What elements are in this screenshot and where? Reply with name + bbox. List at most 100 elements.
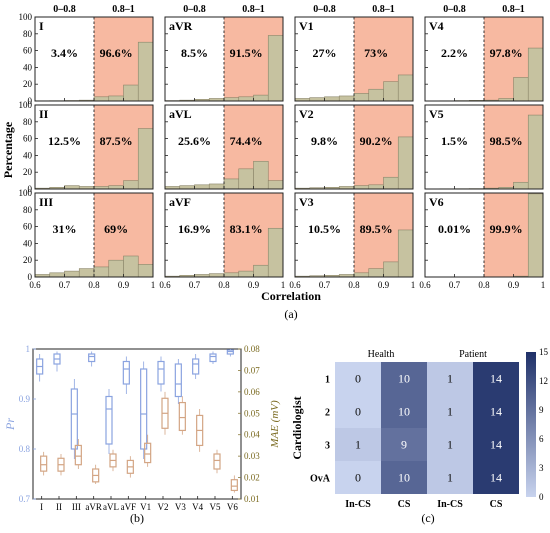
histogram-bar — [224, 98, 239, 101]
y-tick-label: 100 — [19, 100, 33, 110]
x-tick-label: V2 — [158, 502, 169, 512]
low-percentage: 31% — [53, 222, 77, 236]
plot-frame — [33, 349, 241, 499]
low-percentage: 1.5% — [441, 134, 468, 148]
histogram-bar — [109, 186, 124, 189]
x-tick-label: 1 — [151, 280, 156, 290]
lead-name: III — [39, 195, 53, 209]
colorbar-tick-label: 3 — [539, 463, 544, 473]
colorbar-tick-label: 0 — [539, 492, 544, 502]
panel-label-a: (a) — [284, 307, 297, 321]
histogram-bar — [109, 96, 124, 101]
histogram-bar — [369, 185, 384, 189]
x-tick-label: 0.8 — [88, 280, 100, 290]
histogram-bar — [268, 181, 283, 189]
right-tick-label: 0.02 — [244, 473, 260, 483]
x-tick-label: II — [56, 502, 62, 512]
histogram-bar — [514, 77, 529, 101]
row-label: 1 — [325, 375, 330, 386]
histogram-bar — [528, 115, 543, 189]
low-percentage: 2.2% — [441, 46, 468, 60]
cell-value: 9 — [401, 438, 407, 452]
histogram-bar — [398, 75, 413, 101]
x-tick-label: 0.9 — [118, 280, 130, 290]
panel-label-b: (b) — [130, 511, 144, 525]
cell-value: 10 — [398, 405, 410, 419]
right-tick-label: 0.03 — [244, 451, 260, 461]
low-percentage: 10.5% — [308, 222, 341, 236]
low-percentage: 8.5% — [181, 46, 208, 60]
lead-panel-V2: V29.8%90.2% — [295, 105, 413, 189]
histogram-bar — [109, 260, 124, 277]
histogram-bar — [254, 161, 269, 189]
histogram-bar — [50, 273, 65, 277]
column-group-label: Patient — [459, 349, 487, 360]
lead-name: V5 — [429, 107, 444, 121]
cell-value: 1 — [447, 438, 453, 452]
right-tick-label: 0.06 — [244, 387, 260, 397]
lead-panel-V4: V42.2%97.8% — [425, 17, 543, 101]
y-tick-label: 20 — [23, 255, 33, 265]
histogram-bar — [384, 262, 399, 277]
low-percentage: 27% — [313, 46, 337, 60]
range-header-high: 0.8–1 — [242, 4, 265, 15]
y-tick-label: 40 — [23, 62, 33, 72]
panel-label-c: (c) — [421, 511, 434, 525]
x-tick-label: 0.6 — [159, 280, 171, 290]
histogram-bar — [94, 97, 109, 101]
column-label: In-CS — [437, 499, 463, 510]
histogram-bar — [79, 269, 94, 277]
range-header-high: 0.8–1 — [112, 4, 135, 15]
histogram-bar — [138, 129, 153, 189]
range-header-high: 0.8–1 — [502, 4, 525, 15]
y-tick-label: 40 — [23, 150, 33, 160]
x-tick-label: 0.7 — [59, 280, 71, 290]
y-tick-label: 60 — [23, 46, 33, 56]
y-tick-label: 0 — [28, 272, 33, 282]
histogram-bar — [384, 82, 399, 101]
range-header-low: 0–0.8 — [183, 4, 206, 15]
histogram-bar — [239, 271, 254, 277]
right-tick-label: 0.08 — [244, 344, 260, 354]
lead-name: aVR — [169, 19, 193, 33]
x-tick-label: V5 — [210, 502, 221, 512]
high-percentage: 74.4% — [230, 134, 263, 148]
histogram-bar — [124, 256, 139, 277]
histogram-bar — [65, 271, 80, 277]
range-header-low: 0–0.8 — [53, 4, 76, 15]
x-tick-label: 0.9 — [248, 280, 260, 290]
histogram-bar — [94, 267, 109, 277]
x-tick-label: III — [72, 502, 81, 512]
cell-value: 1 — [447, 372, 453, 386]
histogram-bar — [514, 182, 529, 189]
high-percentage: 99.9% — [490, 222, 523, 236]
row-label: OvA — [310, 474, 331, 485]
panel-a-histograms: I3.4%96.6%020406080100aVR8.5%91.5%V127%7… — [1, 4, 545, 321]
cell-value: 10 — [398, 471, 410, 485]
high-percentage: 83.1% — [230, 222, 263, 236]
x-tick-label: 0.7 — [449, 280, 461, 290]
histogram-bar — [224, 179, 239, 189]
y-tick-label: 40 — [23, 238, 33, 248]
histogram-bar — [224, 273, 239, 277]
x-tick-label: 0.7 — [189, 280, 201, 290]
lead-name: aVL — [169, 107, 192, 121]
right-axis-label: MAE (mV) — [269, 400, 281, 449]
column-label: CS — [398, 499, 411, 510]
histogram-bar — [354, 93, 369, 101]
low-percentage: 0.01% — [438, 222, 471, 236]
cell-value: 14 — [490, 372, 502, 386]
x-tick-label: V6 — [227, 502, 238, 512]
histogram-bar — [384, 177, 399, 189]
cell-value: 14 — [490, 438, 502, 452]
x-tick-label: I — [40, 502, 43, 512]
low-percentage: 3.4% — [51, 46, 78, 60]
